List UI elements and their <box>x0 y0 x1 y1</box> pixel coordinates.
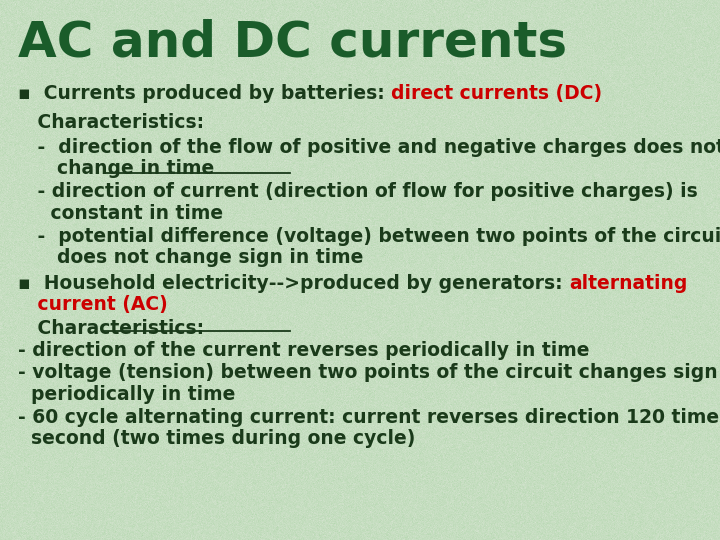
Text: Characteristics:: Characteristics: <box>18 319 204 338</box>
Text: periodically in time: periodically in time <box>18 385 235 404</box>
Text: change in time: change in time <box>18 159 215 178</box>
Text: constant in time: constant in time <box>18 204 223 222</box>
Text: second (two times during one cycle): second (two times during one cycle) <box>18 429 415 448</box>
Text: ▪  Household electricity-->produced by generators:: ▪ Household electricity-->produced by ge… <box>18 274 569 293</box>
Text: does not change sign in time: does not change sign in time <box>18 248 364 267</box>
Text: alternating: alternating <box>569 274 688 293</box>
Text: current (AC): current (AC) <box>18 295 168 314</box>
Text: Characteristics:: Characteristics: <box>18 113 204 132</box>
Text: ▪  Currents produced by batteries:: ▪ Currents produced by batteries: <box>18 84 391 103</box>
Text: -  potential difference (voltage) between two points of the circuit: - potential difference (voltage) between… <box>18 227 720 246</box>
Text: AC and DC currents: AC and DC currents <box>18 19 567 67</box>
Text: direct currents (DC): direct currents (DC) <box>391 84 603 103</box>
Text: -  direction of the flow of positive and negative charges does not: - direction of the flow of positive and … <box>18 138 720 157</box>
Text: - direction of the current reverses periodically in time: - direction of the current reverses peri… <box>18 341 590 360</box>
Text: - voltage (tension) between two points of the circuit changes sign: - voltage (tension) between two points o… <box>18 363 718 382</box>
Text: - direction of current (direction of flow for positive charges) is: - direction of current (direction of flo… <box>18 182 698 201</box>
Text: - 60 cycle alternating current: current reverses direction 120 times a: - 60 cycle alternating current: current … <box>18 408 720 427</box>
